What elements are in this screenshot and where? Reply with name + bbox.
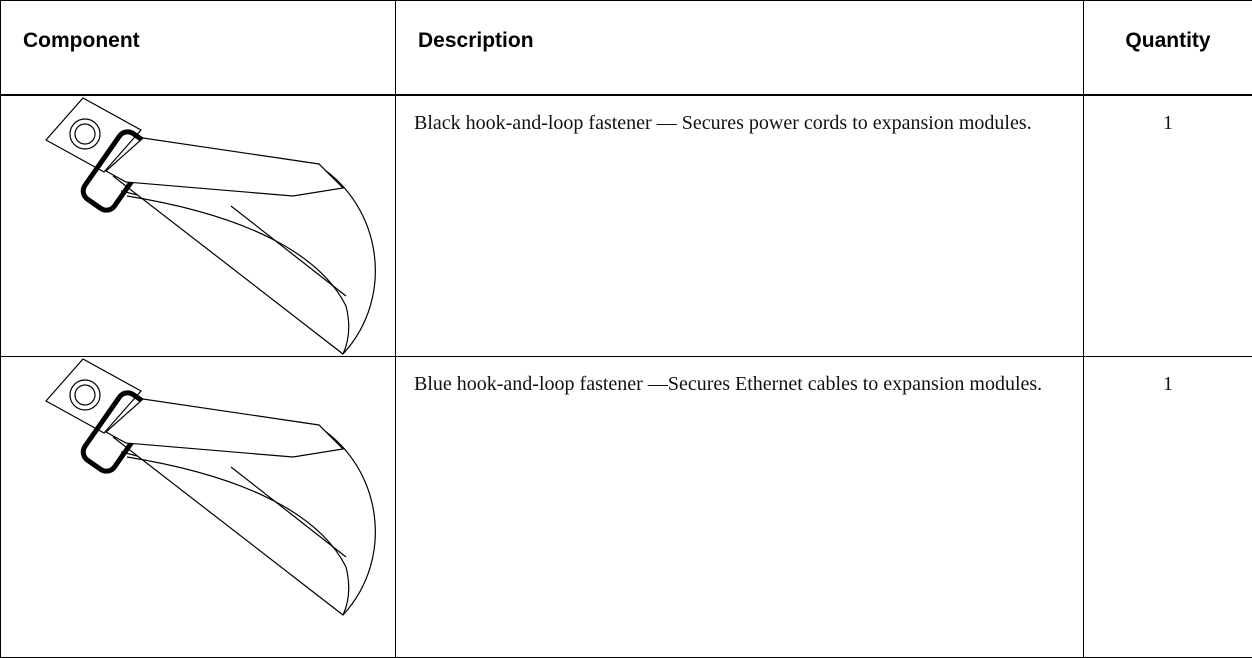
header-row: Component Description Quantity (1, 1, 1252, 95)
quantity-cell: 1 (1084, 95, 1252, 357)
image-cell (1, 356, 396, 657)
description-cell: Blue hook-and-loop fastener —Secures Eth… (396, 356, 1084, 657)
description-cell: Black hook-and-loop fastener — Secures p… (396, 95, 1084, 357)
quantity-cell: 1 (1084, 356, 1252, 657)
fastener (46, 98, 375, 354)
table-row: Black hook-and-loop fastener — Secures p… (1, 95, 1252, 357)
image-cell (1, 95, 396, 357)
grommet-inner (75, 385, 95, 405)
header-cell: Component (1, 1, 396, 95)
fastener-illustration (1, 357, 396, 657)
fastener (46, 359, 375, 615)
table-row: Blue hook-and-loop fastener —Secures Eth… (1, 356, 1252, 657)
grommet-inner (75, 124, 95, 144)
fastener-illustration (1, 96, 396, 356)
header-cell: Quantity (1084, 1, 1252, 95)
header-cell: Description (396, 1, 1084, 95)
strap-loop (113, 427, 375, 615)
strap-loop (113, 166, 375, 354)
